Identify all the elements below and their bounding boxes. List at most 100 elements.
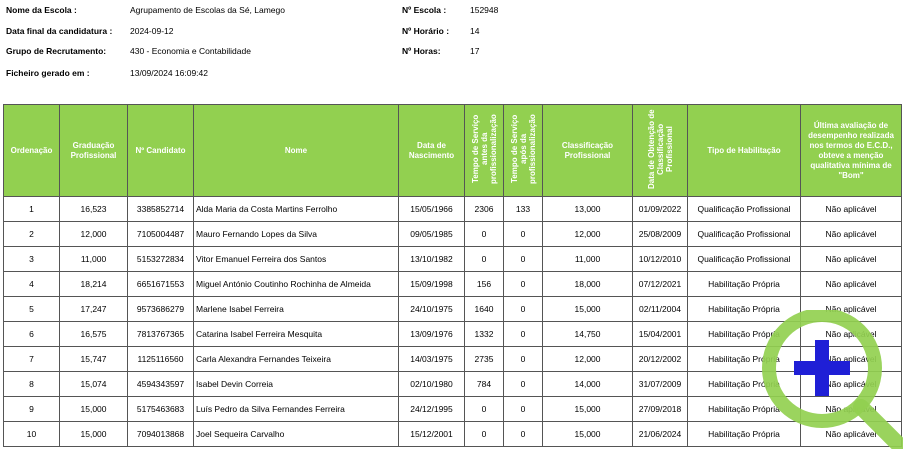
cell-service-before: 1640 <box>464 296 504 322</box>
cell-classification-date: 02/11/2004 <box>632 296 688 322</box>
table-row: 8 15,074 4594343597 Isabel Devin Correia 02/… <box>3 371 902 397</box>
schedule-number-label: Nº Horário : <box>402 26 450 36</box>
col-header-service-before-text: Tempo de Serviço antes da profissionaliz… <box>470 114 498 184</box>
cell-service-before: 2735 <box>464 346 504 372</box>
cell-classification: 11,000 <box>542 246 633 272</box>
recruitment-group-value: 430 - Economia e Contabilidade <box>130 46 251 56</box>
cell-birth-date: 15/09/1998 <box>398 271 465 297</box>
cell-classification-date: 01/09/2022 <box>632 196 688 222</box>
cell-classification-date: 25/08/2009 <box>632 221 688 247</box>
cell-order: 4 <box>3 271 60 297</box>
candidates-table: Ordenação Graduação Profissional Nº Cand… <box>3 104 902 447</box>
table-row: 7 15,747 1125116560 Carla Alexandra Fernand… <box>3 346 902 372</box>
cell-graduation: 16,523 <box>59 196 128 222</box>
hours-value: 17 <box>470 46 480 56</box>
cell-graduation: 17,247 <box>59 296 128 322</box>
cell-candidate-number: 7105004487 <box>127 221 194 247</box>
cell-graduation: 15,074 <box>59 371 128 397</box>
cell-graduation: 18,214 <box>59 271 128 297</box>
cell-candidate-number: 4594343597 <box>127 371 194 397</box>
cell-service-after: 0 <box>503 271 543 297</box>
table-body: 1 16,523 3385852714 Alda Maria da Costa Mar… <box>3 196 902 447</box>
cell-service-before: 1332 <box>464 321 504 347</box>
col-header-name: Nome <box>193 104 399 197</box>
cell-name: Marlene Isabel Ferreira <box>193 296 399 322</box>
cell-name: Mauro Fernando Lopes da Silva <box>193 221 399 247</box>
cell-birth-date: 24/12/1995 <box>398 396 465 422</box>
cell-graduation: 11,000 <box>59 246 128 272</box>
cell-order: 2 <box>3 221 60 247</box>
cell-classification: 15,000 <box>542 396 633 422</box>
cell-classification: 14,000 <box>542 371 633 397</box>
cell-evaluation: Não aplicável <box>800 271 902 297</box>
table-row: 6 16,575 7813767365 Catarina Isabel Ferreir… <box>3 321 902 347</box>
cell-name: Vitor Emanuel Ferreira dos Santos <box>193 246 399 272</box>
cell-service-before: 0 <box>464 221 504 247</box>
cell-service-after: 0 <box>503 396 543 422</box>
cell-evaluation: Não aplicável <box>800 246 902 272</box>
cell-name: Isabel Devin Correia <box>193 371 399 397</box>
cell-service-after: 0 <box>503 371 543 397</box>
cell-order: 6 <box>3 321 60 347</box>
col-header-qualification-type: Tipo de Habilitação <box>687 104 801 197</box>
cell-evaluation: Não aplicável <box>800 196 902 222</box>
cell-candidate-number: 5153272834 <box>127 246 194 272</box>
cell-order: 3 <box>3 246 60 272</box>
col-header-classification-date: Data de Obtenção de Classificação Profis… <box>632 104 688 197</box>
cell-order: 9 <box>3 396 60 422</box>
recruitment-group-label: Grupo de Recrutamento: <box>6 46 107 56</box>
cell-graduation: 15,000 <box>59 421 128 447</box>
cell-service-before: 0 <box>464 421 504 447</box>
cell-birth-date: 14/03/1975 <box>398 346 465 372</box>
cell-candidate-number: 5175463683 <box>127 396 194 422</box>
schedule-number-value: 14 <box>470 26 480 36</box>
table-row: 1 16,523 3385852714 Alda Maria da Costa Mar… <box>3 196 902 222</box>
cell-classification-date: 27/09/2018 <box>632 396 688 422</box>
cell-qualification-type: Habilitação Própria <box>687 421 801 447</box>
school-name-value: Agrupamento de Escolas da Sé, Lamego <box>130 5 285 15</box>
zoom-button[interactable] <box>760 308 903 452</box>
table-row: 4 18,214 6651671553 Miguel António Coutinho… <box>3 271 902 297</box>
cell-classification-date: 21/06/2024 <box>632 421 688 447</box>
cell-birth-date: 15/12/2001 <box>398 421 465 447</box>
cell-birth-date: 09/05/1985 <box>398 221 465 247</box>
cell-candidate-number: 9573686279 <box>127 296 194 322</box>
cell-graduation: 12,000 <box>59 221 128 247</box>
school-name-label: Nome da Escola : <box>6 5 77 15</box>
table-header-row: Ordenação Graduação Profissional Nº Cand… <box>3 104 902 197</box>
cell-classification-date: 15/04/2001 <box>632 321 688 347</box>
col-header-candidate-number: Nº Candidato <box>127 104 194 197</box>
cell-birth-date: 02/10/1980 <box>398 371 465 397</box>
cell-service-before: 2306 <box>464 196 504 222</box>
cell-birth-date: 13/09/1976 <box>398 321 465 347</box>
table-row: 2 12,000 7105004487 Mauro Fernando Lopes da… <box>3 221 902 247</box>
cell-name: Joel Sequeira Carvalho <box>193 421 399 447</box>
col-header-classification-date-text: Data de Obtenção de Classificação Profis… <box>646 109 674 189</box>
cell-name: Carla Alexandra Fernandes Teixeira <box>193 346 399 372</box>
cell-service-before: 156 <box>464 271 504 297</box>
cell-qualification-type: Qualificação Profissional <box>687 246 801 272</box>
cell-candidate-number: 1125116560 <box>127 346 194 372</box>
col-header-service-before: Tempo de Serviço antes da profissionaliz… <box>464 104 504 197</box>
cell-graduation: 15,000 <box>59 396 128 422</box>
col-header-birth-date: Data de Nascimento <box>398 104 465 197</box>
cell-order: 5 <box>3 296 60 322</box>
cell-service-after: 0 <box>503 421 543 447</box>
cell-service-before: 784 <box>464 371 504 397</box>
cell-service-after: 133 <box>503 196 543 222</box>
table-row: 5 17,247 9573686279 Marlene Isabel Ferreira… <box>3 296 902 322</box>
deadline-label: Data final da candidatura : <box>6 26 113 36</box>
table-row: 3 11,000 5153272834 Vitor Emanuel Ferreira … <box>3 246 902 272</box>
generated-label: Ficheiro gerado em : <box>6 68 90 78</box>
col-header-order: Ordenação <box>3 104 60 197</box>
cell-qualification-type: Qualificação Profissional <box>687 221 801 247</box>
cell-classification: 13,000 <box>542 196 633 222</box>
deadline-value: 2024-09-12 <box>130 26 174 36</box>
cell-classification-date: 31/07/2009 <box>632 371 688 397</box>
cell-candidate-number: 7813767365 <box>127 321 194 347</box>
zoom-in-icon <box>762 308 903 452</box>
cell-name: Alda Maria da Costa Martins Ferrolho <box>193 196 399 222</box>
cell-order: 7 <box>3 346 60 372</box>
cell-service-after: 0 <box>503 296 543 322</box>
cell-service-after: 0 <box>503 346 543 372</box>
